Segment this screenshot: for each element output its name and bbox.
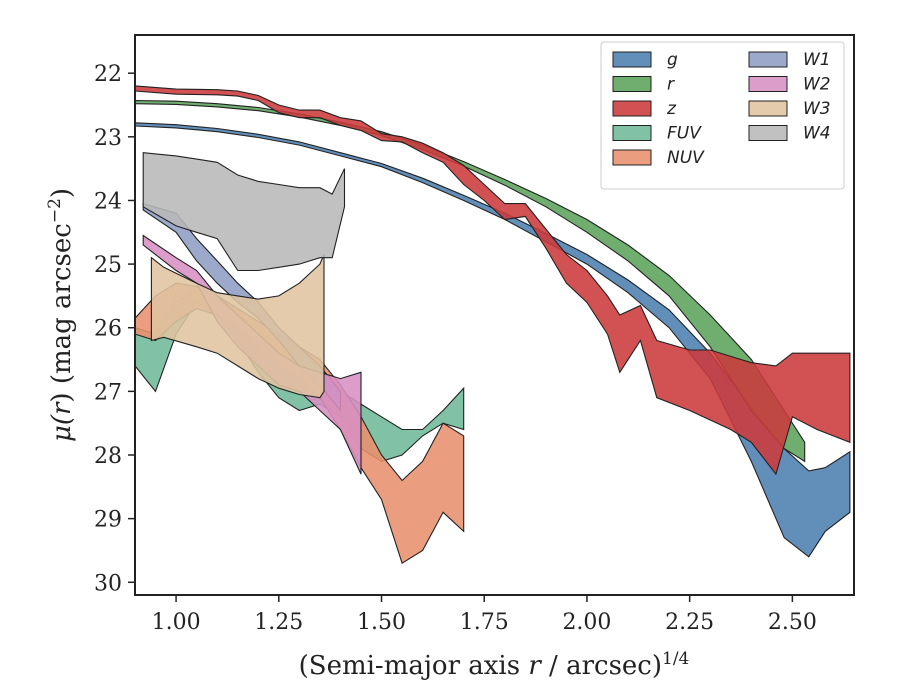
y-tick-label: 26	[94, 317, 122, 342]
legend-label-z: z	[666, 99, 677, 119]
x-tick-label: 2.25	[665, 610, 714, 635]
legend-swatch-z	[612, 100, 652, 117]
legend-swatch-w1	[748, 51, 788, 68]
y-tick-label: 22	[94, 62, 122, 87]
legend-swatch-nuv	[612, 149, 652, 166]
band-w3	[150, 254, 325, 399]
x-tick-label: 2.50	[768, 610, 817, 635]
legend-swatch-w2	[748, 76, 788, 92]
x-tick-label: 1.25	[254, 610, 303, 635]
y-tick-label: 27	[94, 380, 122, 405]
x-axis-ticks: 1.00 1.25 1.50 1.75 2.00 2.25 2.50	[152, 595, 817, 635]
legend-label-w4: W4	[803, 124, 831, 144]
y-axis-title: μ(r) (mag arcsec−2)	[45, 188, 77, 442]
band-areas	[135, 85, 851, 565]
legend-label-w1: W1	[803, 50, 831, 70]
x-tick-label: 1.00	[152, 610, 201, 635]
y-tick-label: 25	[94, 253, 122, 278]
plot-frame	[134, 34, 855, 596]
x-axis-title: (Semi-major axis r / arcsec)1/4	[299, 649, 690, 681]
legend-label-fuv: FUV	[667, 124, 702, 144]
legend-label-w3: W3	[803, 99, 831, 119]
band-w4	[142, 152, 346, 272]
y-tick-label: 23	[94, 126, 122, 151]
y-tick-label: 29	[94, 508, 122, 533]
legend-swatch-w4	[748, 125, 788, 141]
legend-swatch-r	[612, 76, 652, 92]
x-tick-label: 1.50	[357, 610, 406, 635]
band-z	[135, 85, 851, 476]
legend-label-g: g	[667, 50, 678, 70]
x-tick-label: 2.00	[562, 610, 611, 635]
y-tick-label: 24	[94, 189, 122, 214]
legend: grz FUV NUV W1 W2 W3 W4	[600, 41, 845, 190]
y-tick-label: 28	[94, 444, 122, 469]
legend-swatch-g	[612, 51, 652, 68]
legend-swatch-w3	[748, 100, 788, 117]
x-tick-label: 1.75	[460, 610, 509, 635]
band-g	[135, 122, 851, 558]
legend-swatch-fuv	[612, 125, 652, 141]
legend-label-w2: W2	[803, 75, 831, 95]
y-axis-ticks: 22 23 24 25 26 27 28 29 30	[94, 62, 135, 596]
legend-label-r: r	[667, 75, 675, 95]
legend-label-nuv: NUV	[667, 148, 705, 168]
y-tick-label: 30	[94, 571, 122, 596]
